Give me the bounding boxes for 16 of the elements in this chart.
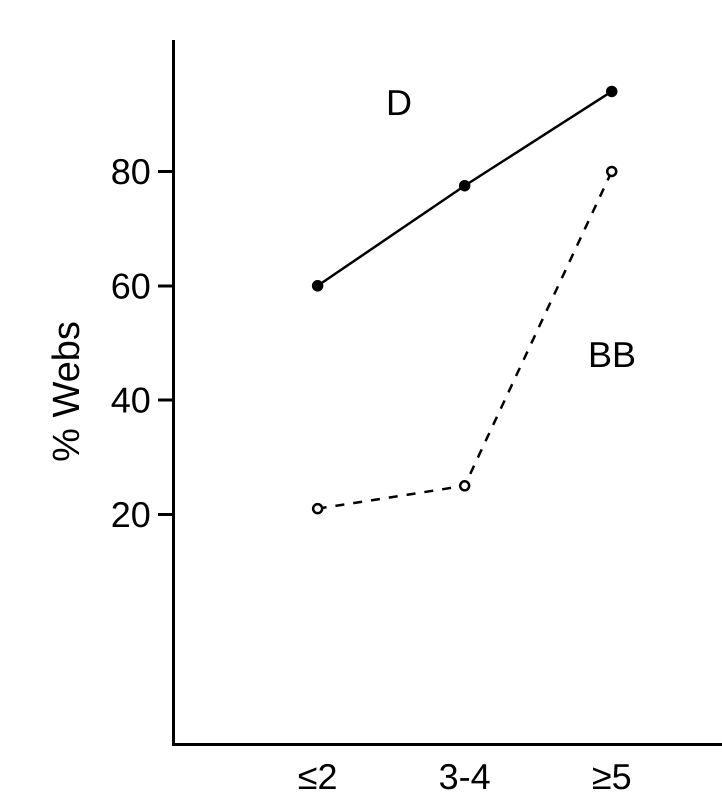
point xyxy=(606,166,618,178)
point xyxy=(606,86,618,98)
x-tick-label: ≥5 xyxy=(592,756,632,798)
y-tick-label: 80 xyxy=(110,151,151,192)
y-tick-label: 40 xyxy=(110,380,151,421)
y-tick-label: 60 xyxy=(110,265,151,306)
point xyxy=(312,502,324,514)
point xyxy=(458,480,470,492)
point xyxy=(458,180,470,192)
point xyxy=(312,280,324,292)
y-axis-title: % Webs xyxy=(46,321,88,462)
x-tick-label: 3-4 xyxy=(438,756,491,798)
x-tick-label: ≤2 xyxy=(298,756,338,798)
y-tick-label: 20 xyxy=(110,494,151,535)
series-label: BB xyxy=(588,334,636,375)
text: D xyxy=(386,82,412,123)
